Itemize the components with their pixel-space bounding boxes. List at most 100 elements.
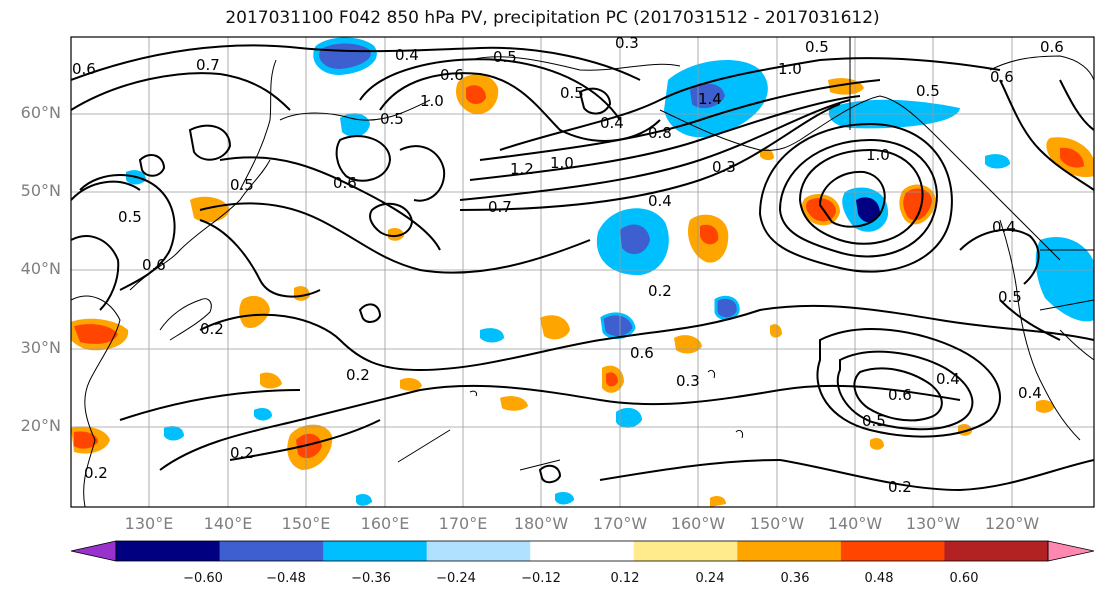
contour-label: 0.4 bbox=[936, 370, 960, 388]
precip-patch-negative bbox=[600, 312, 636, 339]
precip-patch-positive bbox=[400, 378, 422, 391]
colorbar-segment bbox=[633, 541, 738, 561]
map-title: 2017031100 F042 850 hPa PV, precipitatio… bbox=[225, 8, 880, 28]
lon-label: 140°E bbox=[203, 514, 253, 533]
colorbar-extend-min bbox=[70, 540, 117, 562]
contour-label: 1.2 bbox=[510, 160, 534, 178]
contour-label: 0.5 bbox=[916, 82, 940, 100]
precip-patch-positive bbox=[760, 148, 774, 161]
contour-label: 0.3 bbox=[615, 34, 639, 52]
precip-patch-negative bbox=[690, 83, 725, 109]
colorbar-segment bbox=[737, 541, 842, 561]
contour-label: 0.6 bbox=[333, 174, 357, 192]
colorbar-tick-label: 0.24 bbox=[695, 571, 725, 586]
lat-label: 30°N bbox=[20, 338, 61, 357]
contour-label: 0.3 bbox=[712, 158, 736, 176]
precip-patch-negative bbox=[340, 113, 370, 137]
precip-patch-positive bbox=[239, 295, 270, 329]
contour-label: 0.2 bbox=[346, 366, 370, 384]
precip-patch-positive bbox=[260, 372, 282, 389]
contour-labels: 0.6 0.7 0.4 0.5 0.3 0.5 0.6 1.0 0.4 0.5 … bbox=[72, 34, 1064, 496]
colorbar-tick-label: −0.60 bbox=[183, 571, 223, 586]
precip-patch-negative bbox=[1035, 236, 1094, 322]
lat-label: 60°N bbox=[20, 103, 61, 122]
contour-label: 0.4 bbox=[648, 192, 672, 210]
precip-patch-negative bbox=[856, 197, 880, 223]
contour-label: 0.6 bbox=[1040, 38, 1064, 56]
contour-label: 0.5 bbox=[862, 412, 886, 430]
lon-label: 140°W bbox=[827, 514, 883, 533]
lon-label: 170°E bbox=[438, 514, 488, 533]
lat-label: 50°N bbox=[20, 181, 61, 200]
contour-label: 1.0 bbox=[778, 60, 802, 78]
lon-label: 180°W bbox=[513, 514, 569, 533]
contour-label: 0.6 bbox=[440, 66, 464, 84]
precip-patch-negative bbox=[313, 37, 377, 76]
contour-label: 0.8 bbox=[648, 124, 672, 142]
colorbar bbox=[70, 540, 1095, 562]
precip-patch-positive bbox=[296, 433, 322, 459]
precip-patch-positive bbox=[870, 438, 884, 450]
precip-patch-negative bbox=[480, 328, 504, 343]
lon-label: 150°W bbox=[749, 514, 805, 533]
colorbar-segment bbox=[840, 541, 945, 561]
lon-label: 170°W bbox=[592, 514, 648, 533]
precip-shading bbox=[71, 37, 1094, 507]
contour-label: 0.6 bbox=[888, 386, 912, 404]
colorbar-frame bbox=[115, 540, 1049, 562]
contour-label: 1.0 bbox=[420, 92, 444, 110]
contour-label: 0.2 bbox=[200, 320, 224, 338]
contour-label: 0.6 bbox=[72, 60, 96, 78]
graticule bbox=[71, 37, 1094, 507]
precip-patch-negative bbox=[714, 295, 740, 321]
precip-patch-positive bbox=[540, 315, 570, 340]
precip-patch-positive bbox=[1060, 147, 1084, 168]
colorbar-segment bbox=[426, 541, 531, 561]
precip-patch-positive bbox=[1036, 400, 1054, 413]
lat-label: 20°N bbox=[20, 416, 61, 435]
colorbar-tick-label: 0.48 bbox=[864, 571, 894, 586]
contour-label: 0.6 bbox=[142, 256, 166, 274]
contour-label: 0.6 bbox=[990, 68, 1014, 86]
contour-label: 0.5 bbox=[118, 208, 142, 226]
contour-label: 0.7 bbox=[196, 56, 220, 74]
precip-patch-positive bbox=[466, 85, 486, 104]
precip-patch-positive bbox=[500, 396, 528, 411]
colorbar-tick-label: 0.36 bbox=[780, 571, 810, 586]
contour-label: 0.5 bbox=[380, 110, 404, 128]
precip-patch-positive bbox=[606, 372, 618, 387]
precip-patch-positive bbox=[710, 496, 726, 507]
colorbar-extend-max bbox=[1047, 540, 1095, 562]
colorbar-segment bbox=[944, 541, 1049, 561]
precip-patch-positive bbox=[388, 228, 404, 241]
precip-patch-positive bbox=[294, 286, 310, 301]
precip-patch-negative bbox=[164, 426, 184, 441]
coastlines bbox=[71, 37, 1094, 507]
colorbar-tick-label: −0.12 bbox=[521, 571, 561, 586]
contour-label: 0.2 bbox=[84, 464, 108, 482]
colorbar-segment bbox=[116, 541, 221, 561]
precip-patch-positive bbox=[770, 324, 782, 338]
pv-contours bbox=[71, 44, 1094, 492]
contour-label: 0.6 bbox=[630, 344, 654, 362]
colorbar-tick-label: 0.12 bbox=[610, 571, 640, 586]
contour-label: 0.5 bbox=[493, 48, 517, 66]
precip-patch-negative bbox=[620, 224, 650, 255]
lat-label: 40°N bbox=[20, 259, 61, 278]
colorbar-tick-label: −0.36 bbox=[351, 571, 391, 586]
colorbar-segment bbox=[530, 541, 635, 561]
precip-patch-negative bbox=[616, 407, 642, 428]
contour-label: 1.0 bbox=[866, 146, 890, 164]
contour-label: 0.5 bbox=[805, 38, 829, 56]
colorbar-tick-label: −0.24 bbox=[436, 571, 476, 586]
colorbar-tick-label: 0.60 bbox=[949, 571, 979, 586]
contour-label: 1.0 bbox=[550, 154, 574, 172]
contour-label: 0.3 bbox=[676, 372, 700, 390]
lon-label: 120°W bbox=[984, 514, 1040, 533]
precip-patch-positive bbox=[74, 324, 118, 344]
lon-label: 160°E bbox=[360, 514, 410, 533]
lon-label: 130°E bbox=[124, 514, 174, 533]
contour-label: 1.4 bbox=[698, 90, 722, 108]
precip-patch-negative bbox=[356, 494, 372, 506]
precip-patch-negative bbox=[985, 154, 1010, 169]
